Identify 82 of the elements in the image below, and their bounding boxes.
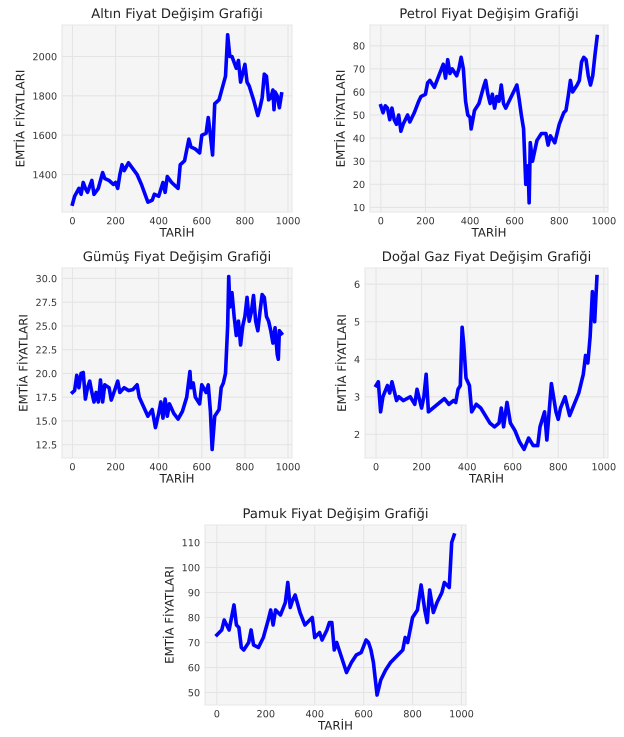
y-tick-label: 15.0 [36,417,56,425]
chart-title: Pamuk Fiyat Değişim Grafiği [244,508,428,521]
y-tick-label: 50 [188,688,200,696]
x-tick-label: 400 [150,217,168,224]
line-series [70,33,284,206]
x-tick-label: 800 [550,463,567,470]
y-tick-label: 80 [188,614,200,622]
y-axis-title: EMTİA FİYATLARI [335,315,346,411]
x-axis-title: TARİH [468,472,503,483]
x-tick-label: 600 [355,710,372,718]
x-tick-label: 200 [413,463,430,470]
y-tick-label: 40 [353,134,364,142]
x-tick-label: 800 [236,463,254,470]
x-tick-label: 600 [506,217,524,224]
x-tick-label: 0 [378,217,384,224]
y-tick-label: 50 [354,112,364,119]
y-tick-label: 110 [182,538,200,546]
x-tick-label: 400 [306,710,324,718]
line-series [379,34,599,205]
y-tick-label: 20.0 [36,370,56,378]
y-tick-label: 3 [354,393,360,401]
y-tick-label: 30.0 [36,274,56,282]
y-tick-label: 25.0 [36,322,56,330]
chart-title: Doğal Gaz Fiyat Değişim Grafiği [383,250,590,264]
y-tick-label: 6 [354,280,360,288]
y-tick-label: 100 [182,564,200,572]
y-tick-label: 60 [188,664,200,672]
x-axis-title: TARİH [318,718,352,730]
chart-title: Gümüş Fiyat Değişim Grafiği [84,250,270,264]
y-axis-title: EMTİA FİYATLARI [16,315,28,411]
y-tick-label: 2000 [33,52,56,60]
x-axis-title: TARİH [159,472,194,483]
chart-title: Petrol Fiyat Değişim Grafiği [400,8,578,21]
y-tick-label: 1400 [33,171,56,178]
y-tick-label: 27.5 [36,298,56,306]
y-tick-label: 1600 [33,132,56,140]
y-tick-label: 60 [353,88,364,96]
y-tick-label: 4 [354,356,360,363]
x-tick-label: 800 [550,217,568,224]
x-tick-label: 200 [257,710,274,718]
y-tick-label: 80 [353,42,364,50]
y-axis-title: EMTİA FİYATLARI [334,70,345,166]
x-tick-label: 0 [214,710,220,718]
y-tick-label: 2 [354,430,360,438]
x-tick-label: 600 [504,463,522,470]
y-tick-label: 12.5 [36,441,56,449]
y-tick-label: 5 [354,318,360,326]
x-tick-label: 400 [458,463,476,470]
x-tick-label: 600 [193,217,210,224]
x-tick-label: 200 [107,463,124,470]
x-tick-label: 400 [461,217,479,224]
x-tick-label: 800 [236,217,254,224]
y-tick-label: 10 [354,204,364,212]
x-tick-label: 200 [416,217,434,224]
y-axis-title: EMTİA FİYATLARI [162,567,174,663]
line-series [70,274,284,452]
y-tick-label: 30 [354,158,364,166]
line-series [374,274,599,452]
y-tick-label: 70 [188,638,200,646]
x-tick-label: 1000 [592,217,616,224]
x-tick-label: 800 [404,710,422,718]
x-tick-label: 1000 [276,463,300,470]
y-tick-label: 22.5 [36,346,56,354]
chart-title: Altın Fiyat Değişim Grafiği [91,8,262,21]
x-tick-label: 1000 [276,217,300,224]
x-tick-label: 200 [107,217,124,224]
y-tick-label: 20 [353,180,364,188]
x-tick-label: 600 [193,463,210,470]
x-axis-title: TARİH [159,226,194,237]
y-axis-title: EMTİA FİYATLARI [14,70,24,166]
y-tick-label: 70 [354,65,364,73]
y-tick-label: 90 [188,588,200,596]
x-tick-label: 400 [150,463,168,470]
x-tick-label: 0 [70,217,75,224]
x-tick-label: 1000 [450,710,474,718]
y-tick-label: 17.5 [36,394,56,402]
x-tick-label: 1000 [592,463,616,470]
x-axis-title: TARİH [471,226,506,237]
y-tick-label: 1800 [33,92,56,100]
line-series [215,533,456,697]
x-tick-label: 0 [70,463,75,470]
x-tick-label: 0 [374,463,378,470]
